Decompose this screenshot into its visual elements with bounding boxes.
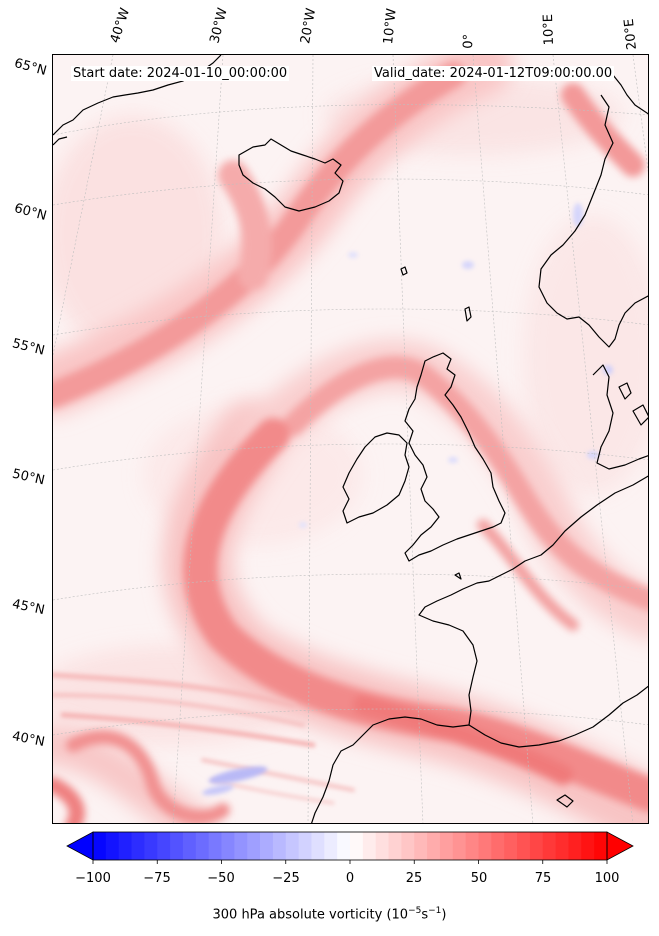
colorbar-tick-label: 100 <box>594 871 620 886</box>
colorbar-segment <box>311 832 325 860</box>
colorbar-segment <box>350 832 364 860</box>
lat-label-60n: 60°N <box>12 201 49 224</box>
colorbar-tick-label: −25 <box>272 871 300 886</box>
iberia-coast <box>311 716 470 823</box>
lat-label-65n: 65°N <box>12 56 49 79</box>
colorbar-tick-label: 25 <box>405 871 423 886</box>
lon-label-10e: 10°E <box>540 13 557 46</box>
lon-label-10w: 10°W <box>381 7 400 45</box>
map-frame <box>52 54 649 824</box>
negative-vorticity-spots <box>202 203 613 796</box>
scandinavia-coast <box>538 94 648 348</box>
colorbar-segment <box>581 832 595 860</box>
colorbar-segment <box>93 832 107 860</box>
graticule <box>53 55 648 823</box>
colorbar-segment <box>272 832 287 860</box>
colorbar-segment <box>285 832 300 860</box>
colorbar-segment <box>247 832 261 860</box>
valid-date-label: Valid_date: 2024-01-12T09:00:00.00 <box>372 66 615 81</box>
colorbar-segment <box>234 832 248 860</box>
wave-streaks <box>53 672 355 805</box>
colorbar-label: 300 hPa absolute vorticity (10−5s−1) <box>212 906 447 923</box>
colorbar-tick-label: −100 <box>75 871 111 886</box>
colorbar-segment <box>478 832 492 860</box>
lon-label-30w: 30°W <box>207 6 231 46</box>
lon-label-20e: 20°E <box>621 17 640 51</box>
ireland-coast <box>342 432 410 524</box>
start-date-label: Start date: 2024-01-10_00:00:00 <box>71 66 290 81</box>
colorbar-segment <box>465 832 479 860</box>
lon-label-0: 0° <box>461 33 477 49</box>
colorbar-segment <box>298 832 312 860</box>
colorbar-segment <box>439 832 454 860</box>
colorbar-segment <box>504 832 518 860</box>
colorbar-segment <box>118 832 133 860</box>
colorbar-segment <box>144 832 158 860</box>
colorbar-segment <box>375 832 390 860</box>
lat-label-45n: 45°N <box>10 596 46 619</box>
colorbar-segment <box>555 832 569 860</box>
colorbar-extend-min <box>66 831 94 861</box>
colorbar-segment <box>529 832 544 860</box>
lon-label-40w: 40°W <box>107 6 134 45</box>
colorbar-tick-label: 0 <box>345 871 355 886</box>
colorbar-segment <box>105 832 120 860</box>
colorbar-segment <box>182 832 197 860</box>
lat-label-55n: 55°N <box>10 336 47 359</box>
colorbar-tick-label: 50 <box>470 871 488 886</box>
lat-label-50n: 50°N <box>10 466 47 489</box>
colorbar-segment <box>517 832 531 860</box>
colorbar-tick-label: −50 <box>207 871 235 886</box>
great-britain-coast <box>404 352 506 562</box>
colorbar-tick-label: 75 <box>534 871 552 886</box>
colorbar-segment <box>324 832 338 860</box>
colorbar-segment <box>401 832 415 860</box>
colorbar-segment <box>388 832 402 860</box>
lon-label-20w: 20°W <box>298 7 320 46</box>
colorbar-segment <box>221 832 235 860</box>
colorbar-segment <box>452 832 467 860</box>
europe-coast <box>418 475 648 726</box>
vorticity-map <box>53 55 648 823</box>
colorbar-segment <box>195 832 210 860</box>
colorbar-segment <box>594 832 608 860</box>
iceland-coast <box>238 138 344 212</box>
colorbar-segment <box>542 832 557 860</box>
colorbar-segment <box>568 832 582 860</box>
jet-core <box>53 62 648 823</box>
denmark-coast <box>592 364 648 470</box>
lat-label-40n: 40°N <box>10 729 46 750</box>
colorbar-segment <box>362 832 377 860</box>
colorbar-tick-label: −75 <box>143 871 171 886</box>
colorbar-extend-max <box>606 831 634 861</box>
colorbar-segment <box>170 832 184 860</box>
colorbar-segment <box>491 832 505 860</box>
colorbar-segment <box>414 832 428 860</box>
colorbar-segment <box>337 832 351 860</box>
colorbar-segment <box>208 832 222 860</box>
colorbar <box>66 831 634 864</box>
colorbar-segment <box>260 832 274 860</box>
colorbar-segment <box>157 832 171 860</box>
colorbar-segment <box>427 832 441 860</box>
colorbar-segment <box>131 832 145 860</box>
